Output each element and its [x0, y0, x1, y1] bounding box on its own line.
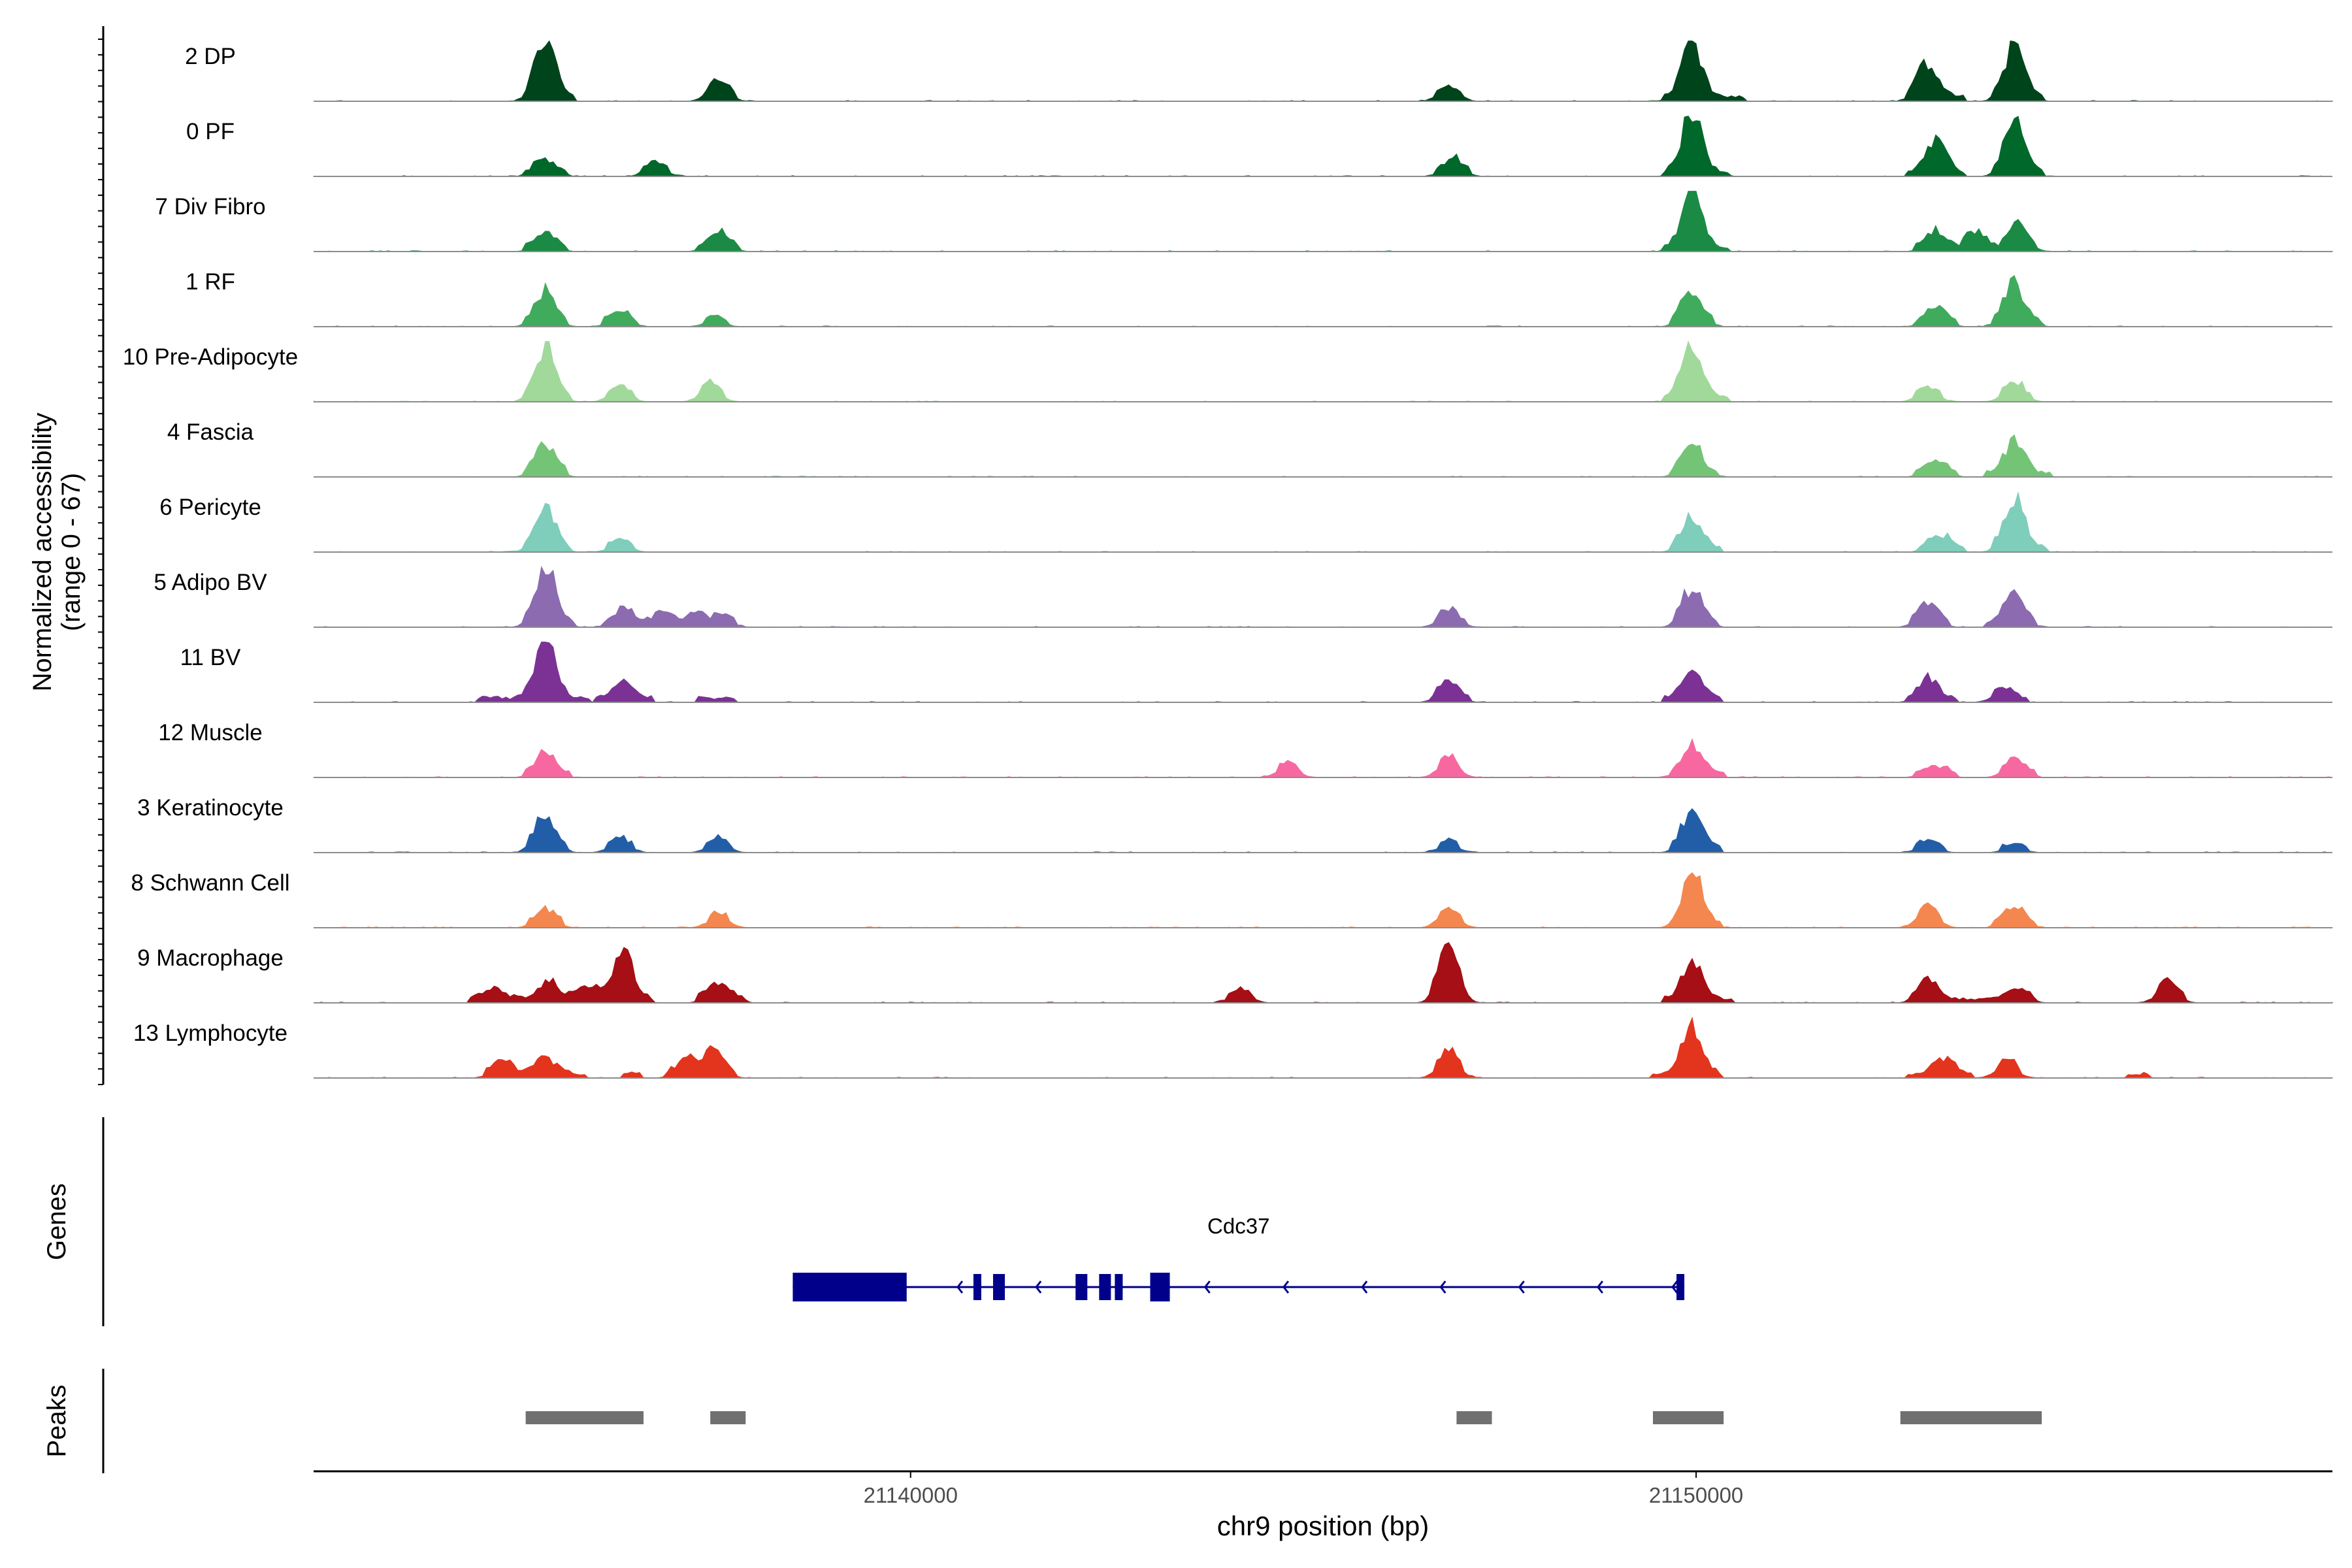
gene-exon — [1099, 1274, 1111, 1300]
genes-y-axis-label: Genes — [42, 1183, 71, 1260]
track-label: 10 Pre-Adipocyte — [123, 344, 298, 370]
coverage-area — [314, 808, 2332, 853]
coverage-area — [313, 942, 2333, 1004]
genes-panel: Genes Cdc37 — [42, 1117, 1685, 1326]
coverage-y-label-line2: (range 0 - 67) — [57, 473, 86, 631]
gene-exon — [1075, 1274, 1088, 1300]
strand-arrow — [1282, 1281, 1290, 1294]
track-label: 12 Muscle — [158, 720, 263, 745]
coverage-area — [314, 566, 2332, 628]
gene-name-label: Cdc37 — [1207, 1214, 1269, 1238]
track-6: 4 Fascia — [167, 419, 2332, 478]
strand-arrow — [1035, 1281, 1042, 1294]
peak-interval — [1456, 1411, 1492, 1424]
track-9: 11 BV — [180, 642, 2332, 703]
track-label: 1 RF — [186, 269, 235, 295]
coverage-area — [314, 492, 2332, 553]
coverage-area — [313, 116, 2332, 177]
peak-interval — [525, 1411, 644, 1424]
track-label: 0 PF — [186, 119, 235, 144]
coverage-y-axis-label: Normalized accessibility(range 0 - 67) — [28, 413, 86, 692]
track-10: 12 Muscle — [158, 720, 2333, 778]
track-label: 4 Fascia — [167, 419, 254, 445]
track-label: 3 Keratinocyte — [137, 795, 284, 821]
coverage-area — [313, 340, 2332, 402]
coverage-area — [314, 274, 2333, 327]
peak-interval — [710, 1411, 746, 1424]
peak-interval — [1652, 1411, 1724, 1424]
strand-arrow — [1596, 1281, 1604, 1294]
gene-exon — [1676, 1274, 1685, 1300]
track-4: 1 RF — [186, 269, 2333, 327]
strand-arrow — [1671, 1281, 1678, 1294]
gene-exon — [792, 1273, 907, 1301]
x-axis-title: chr9 position (bp) — [1217, 1511, 1429, 1541]
track-label: 5 Adipo BV — [154, 570, 267, 595]
peaks-panel: Peaks — [42, 1369, 2042, 1473]
strand-arrow — [1203, 1281, 1211, 1294]
coverage-panel: Normalized accessibility(range 0 - 67) 2 … — [28, 26, 2333, 1085]
coverage-y-label-line1: Normalized accessibility — [28, 413, 57, 692]
track-14: 13 Lymphocyte — [133, 1016, 2333, 1079]
track-label: 6 Pericyte — [159, 495, 261, 520]
gene-exon — [1115, 1274, 1123, 1300]
track-3: 7 Div Fibro — [155, 191, 2333, 252]
track-label: 8 Schwann Cell — [131, 870, 289, 896]
coverage-area — [314, 1016, 2333, 1079]
coverage-area — [314, 872, 2333, 928]
track-11: 3 Keratinocyte — [137, 795, 2332, 853]
track-7: 6 Pericyte — [159, 492, 2332, 553]
coverage-area — [314, 434, 2332, 478]
track-label: 11 BV — [180, 645, 241, 670]
track-label: 9 Macrophage — [137, 945, 284, 971]
strand-arrow — [1361, 1281, 1368, 1294]
gene-exon — [1150, 1273, 1170, 1301]
track-1: 2 DP — [185, 40, 2333, 102]
strand-arrow — [956, 1281, 964, 1294]
track-8: 5 Adipo BV — [154, 566, 2332, 628]
x-axis: 21140000 21150000 chr9 position (bp) — [314, 1470, 2332, 1541]
track-label: 13 Lymphocyte — [133, 1021, 287, 1046]
coverage-area — [314, 642, 2332, 703]
track-2: 0 PF — [186, 116, 2332, 177]
coverage-area — [314, 191, 2333, 252]
coverage-area — [314, 738, 2333, 778]
x-tick-label: 21150000 — [1649, 1483, 1743, 1507]
track-5: 10 Pre-Adipocyte — [123, 340, 2332, 402]
strand-arrow — [1439, 1281, 1446, 1294]
strand-arrow — [1518, 1281, 1525, 1294]
track-label: 2 DP — [185, 44, 236, 69]
x-tick-label: 21140000 — [864, 1483, 958, 1507]
gene-exon — [973, 1274, 981, 1300]
track-13: 9 Macrophage — [137, 942, 2333, 1004]
peaks-y-axis-label: Peaks — [42, 1384, 71, 1457]
track-12: 8 Schwann Cell — [131, 870, 2333, 928]
coverage-area — [314, 40, 2333, 102]
track-label: 7 Div Fibro — [155, 194, 265, 220]
gene-exon — [993, 1274, 1005, 1300]
peak-interval — [1900, 1411, 2042, 1424]
